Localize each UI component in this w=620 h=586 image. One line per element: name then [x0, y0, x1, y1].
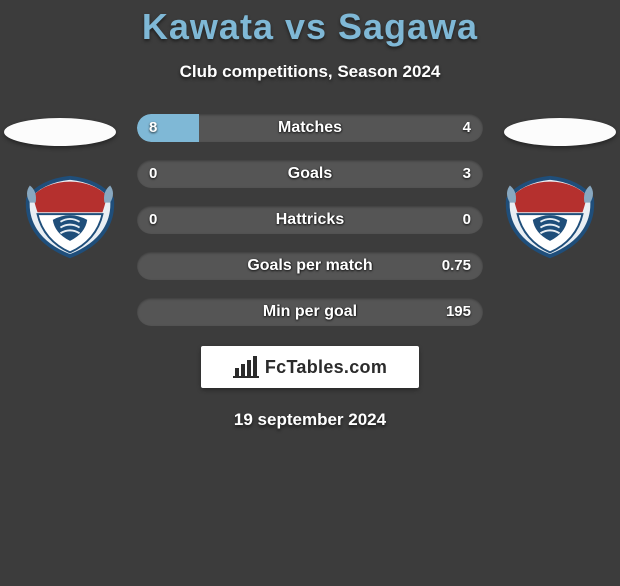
stat-label: Goals: [137, 160, 483, 188]
stat-row: 0 Goals 3: [137, 160, 483, 188]
player-left-platform: [4, 118, 116, 146]
stat-value-right: 0.75: [442, 252, 471, 280]
stat-row: 8 Matches 4: [137, 114, 483, 142]
team-crest-right: [502, 174, 598, 260]
stat-label: Goals per match: [137, 252, 483, 280]
brand-box: FcTables.com: [201, 346, 419, 388]
stat-rows: 8 Matches 4 0 Goals 3 0 Hattricks 0 Goal…: [137, 114, 483, 344]
team-crest-left: [22, 174, 118, 260]
crest-icon: [22, 174, 118, 260]
player-right-platform: [504, 118, 616, 146]
brand-text: FcTables.com: [265, 357, 387, 378]
page-title: Kawata vs Sagawa: [0, 6, 620, 48]
bar-chart-icon: [233, 356, 259, 378]
date-text: 19 september 2024: [0, 410, 620, 430]
stat-row: 0 Hattricks 0: [137, 206, 483, 234]
stat-row: Goals per match 0.75: [137, 252, 483, 280]
stat-label: Matches: [137, 114, 483, 142]
stat-row: Min per goal 195: [137, 298, 483, 326]
stat-label: Min per goal: [137, 298, 483, 326]
page-subtitle: Club competitions, Season 2024: [0, 62, 620, 82]
stat-value-right: 0: [463, 206, 471, 234]
stat-value-right: 4: [463, 114, 471, 142]
crest-icon: [502, 174, 598, 260]
stat-value-right: 3: [463, 160, 471, 188]
stat-value-right: 195: [446, 298, 471, 326]
stat-label: Hattricks: [137, 206, 483, 234]
